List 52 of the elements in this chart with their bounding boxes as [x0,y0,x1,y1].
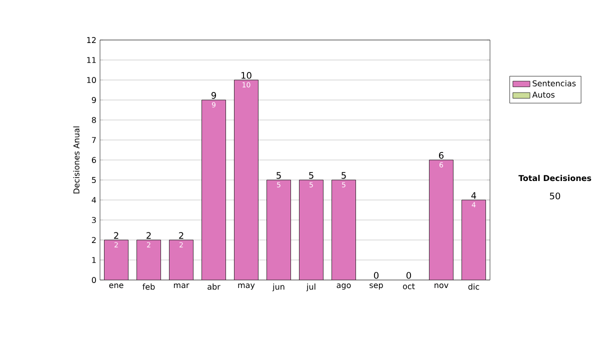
x-tick-label: dic [468,284,480,290]
total-label: 10 [242,72,252,79]
y-tick-label: 10 [87,76,96,84]
total-label: 0 [374,272,379,279]
x-tick-label: feb [142,284,155,290]
y-tick-label: 6 [92,156,96,164]
bar [234,80,258,280]
x-tick-label: ene [109,284,124,288]
y-tick-label: 0 [92,276,96,284]
x-tick-label: may [238,284,255,290]
y-tick-label: 12 [87,37,96,43]
y-axis-title: Decisiones Anual [73,126,80,194]
text: 50 [550,192,560,200]
x-tick-label: oct [402,284,415,290]
x-tick-label: jul [306,284,316,292]
total-label: 2 [114,232,118,239]
bar [169,240,194,280]
legend-label: Sentencias [532,80,576,86]
bar [104,240,128,280]
y-tick-label: 2 [92,237,96,243]
x-tick-label: nov [434,284,448,288]
bar [299,180,324,280]
bar [136,240,161,280]
y-tick-label: 9 [92,96,96,104]
total-label: 4 [471,192,476,199]
y-tick-label: 8 [92,116,96,124]
x-tick-label: mar [174,284,190,288]
total-label: 2 [179,232,184,239]
y-tick-label: 11 [87,57,96,63]
x-tick-label: abr [208,284,220,290]
x-tick-label: jun [272,284,284,292]
bar [266,180,291,280]
x-tick-label: sep [370,284,383,290]
x-tick-label: ago [336,284,351,290]
total-label: 2 [146,232,151,239]
bar [429,160,454,280]
y-tick-label: 5 [92,177,96,183]
y-tick-label: 4 [92,197,96,203]
bar [332,180,356,280]
y-tick-label: 1 [92,257,96,263]
total-label: 9 [211,92,216,99]
bar [462,200,486,280]
text: Total Decisiones [518,174,592,182]
total-label: 5 [309,172,314,179]
y-tick-label: 3 [92,216,96,224]
total-label: 5 [342,172,346,179]
bar [202,100,226,280]
total-label: 0 [406,272,412,279]
total-label: 5 [276,172,281,179]
y-tick-label: 7 [92,137,96,143]
legend-label: Autos [532,92,555,98]
total-label: 6 [439,152,444,159]
